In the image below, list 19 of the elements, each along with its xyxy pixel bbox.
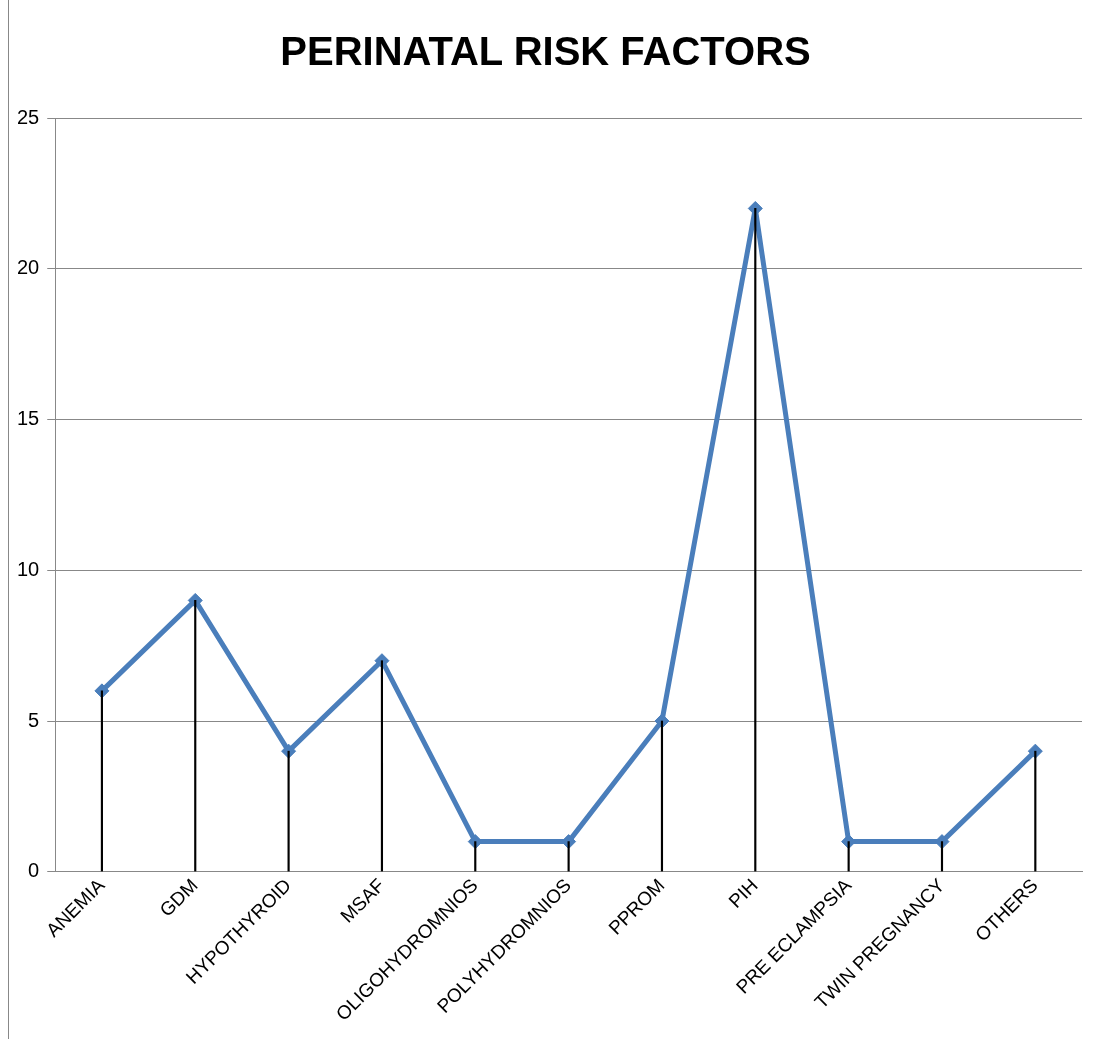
bar [287, 750, 290, 872]
x-tick-label: PIH [724, 874, 762, 912]
bar [660, 720, 664, 872]
bar [380, 660, 384, 872]
y-tick-label: 0 [28, 859, 40, 882]
y-tick-label: 20 [17, 256, 40, 279]
bar [847, 841, 850, 872]
y-tick-label: 25 [17, 105, 40, 128]
y-tick-label: 15 [17, 407, 40, 430]
bar [754, 208, 757, 872]
chart-title: PERINATAL RISK FACTORS [280, 29, 811, 74]
bar [1034, 750, 1037, 872]
y-tick-label: 5 [28, 708, 40, 731]
bar [194, 600, 197, 872]
bar [940, 841, 944, 872]
y-tick-label: 10 [17, 557, 40, 580]
bar [567, 841, 570, 872]
bar [100, 690, 103, 872]
bar [474, 841, 477, 872]
